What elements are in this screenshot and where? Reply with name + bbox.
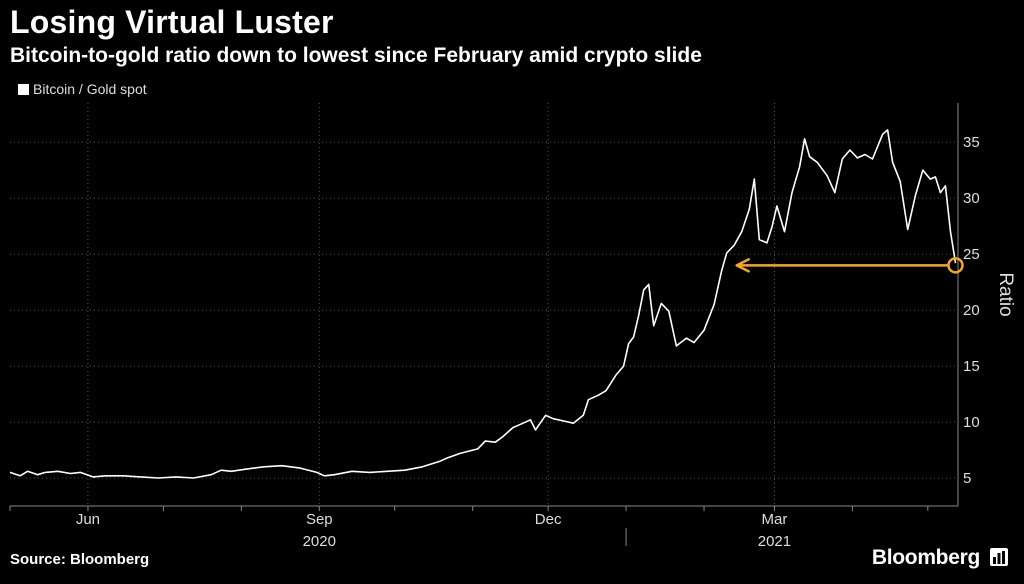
y-tick-label: 5: [963, 470, 971, 487]
bar-chart-icon: [990, 548, 1008, 566]
x-tick-label: Sep: [306, 511, 333, 528]
chart-title: Losing Virtual Luster: [10, 4, 334, 40]
bloomberg-logo: Bloomberg: [871, 546, 980, 569]
y-tick-label: 30: [963, 190, 980, 207]
legend: Bitcoin / Gold spot: [18, 81, 147, 97]
x-year-label: 2021: [758, 533, 791, 550]
y-tick-label: 20: [963, 302, 980, 319]
x-tick-label: Dec: [535, 511, 562, 528]
x-year-label: 2020: [303, 533, 336, 550]
legend-swatch: [18, 83, 29, 95]
y-tick-label: 15: [963, 358, 980, 375]
chart-subtitle: Bitcoin-to-gold ratio down to lowest sin…: [10, 44, 702, 67]
x-tick-label: Jun: [76, 511, 100, 528]
y-axis-title: Ratio: [995, 272, 1016, 316]
source-note: Source: Bloomberg: [10, 551, 150, 568]
y-tick-label: 25: [963, 246, 980, 263]
y-tick-label: 10: [963, 414, 980, 431]
x-tick-label: Mar: [762, 511, 788, 528]
y-tick-label: 35: [963, 134, 980, 151]
annotation-arrow-head: [735, 258, 750, 273]
annotation-circle: [947, 257, 964, 274]
series-line: [9, 129, 957, 479]
legend-label: Bitcoin / Gold spot: [33, 81, 147, 97]
